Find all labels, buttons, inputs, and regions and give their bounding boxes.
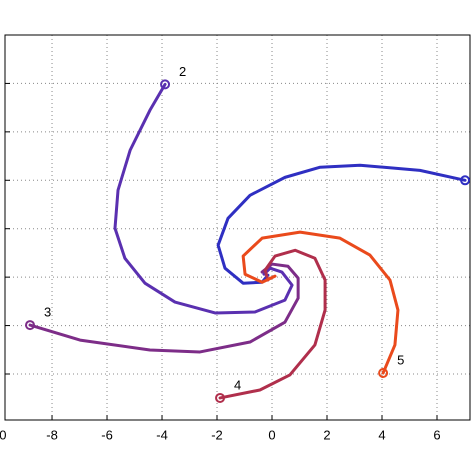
trajectory [218, 248, 327, 400]
start-marker [378, 368, 389, 379]
start-marker [460, 175, 471, 186]
x-tick-label: -6 [101, 427, 113, 442]
start-marker [25, 320, 36, 331]
series-label: 3 [44, 305, 51, 320]
series-label: 5 [397, 352, 404, 367]
trajectory [113, 82, 294, 315]
series-label: 4 [234, 377, 241, 392]
trajectory [28, 262, 300, 354]
trajectory [241, 230, 400, 375]
series-label: 2 [179, 64, 186, 79]
plot-frame [4, 34, 471, 421]
x-tick-label: -10 [0, 427, 6, 442]
x-tick-label: 0 [268, 427, 275, 442]
start-marker [160, 79, 171, 90]
x-tick-label: -4 [156, 427, 168, 442]
start-marker [215, 392, 226, 403]
x-tick-label: -2 [211, 427, 223, 442]
x-tick-label: -8 [46, 427, 58, 442]
x-tick-label: 2 [323, 427, 330, 442]
x-tick-label: 6 [433, 427, 440, 442]
trajectory [216, 163, 467, 285]
x-tick-label: 4 [378, 427, 385, 442]
